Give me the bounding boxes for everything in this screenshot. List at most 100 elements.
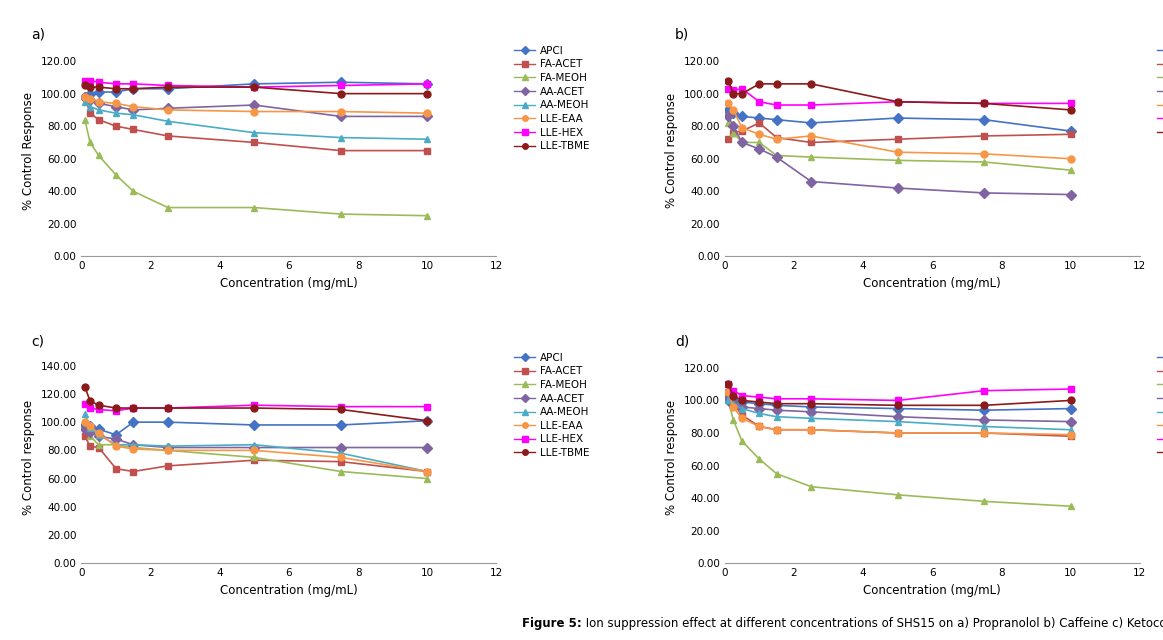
AA-ACET [727,122,741,130]
Line: AA-MEOH: AA-MEOH [725,397,1075,433]
APCI [334,421,348,429]
LLE-TBME [334,90,348,97]
AA-ACET [420,113,434,120]
AA-MEOH [92,106,106,114]
LLE-HEX [721,380,735,388]
FA-ACET [752,119,766,127]
AA-MEOH [78,410,92,417]
AA-ACET [752,145,766,153]
Legend: APCI, FA-ACET, FA-MEOH, AA-ACET, AA-MEOH, LLE-EAA, LLE-HEX, LLE-TBME: APCI, FA-ACET, FA-MEOH, AA-ACET, AA-MEOH… [514,46,590,151]
FA-MEOH [977,497,991,505]
APCI [770,401,784,409]
AA-ACET [334,444,348,451]
Line: LLE-HEX: LLE-HEX [81,401,430,414]
FA-ACET [770,426,784,433]
LLE-EAA [804,426,818,433]
FA-MEOH [804,153,818,161]
FA-MEOH [160,204,174,211]
LLE-EAA [160,447,174,454]
LLE-TBME [83,397,97,405]
FA-ACET [727,129,741,136]
APCI [977,116,991,124]
AA-ACET [891,184,905,192]
Line: AA-MEOH: AA-MEOH [81,410,430,475]
LLE-EAA [770,426,784,433]
APCI [752,114,766,122]
LLE-HEX [752,98,766,106]
LLE-TBME [727,90,741,97]
Line: LLE-EAA: LLE-EAA [81,93,430,116]
FA-ACET [735,412,749,419]
FA-ACET [334,147,348,154]
LLE-TBME [721,380,735,388]
LLE-EAA [92,98,106,106]
Line: LLE-HEX: LLE-HEX [725,381,1075,404]
AA-MEOH [1064,426,1078,433]
LLE-TBME [891,98,905,106]
LLE-HEX [1064,100,1078,108]
FA-MEOH [92,441,106,449]
LLE-EAA [420,468,434,476]
Line: FA-ACET: FA-ACET [81,433,430,475]
FA-MEOH [83,139,97,147]
FA-MEOH [92,152,106,159]
AA-ACET [83,96,97,104]
AA-MEOH [127,441,141,449]
LLE-EAA [891,148,905,156]
AA-MEOH [109,441,123,449]
Legend: APCI, FA-ACET, FA-MEOH, AA-ACET, AA-MEOH, LLE-EAA, LLE-HEX, LLE-TBME: APCI, FA-ACET, FA-MEOH, AA-ACET, AA-MEOH… [1157,353,1163,458]
FA-MEOH [109,171,123,179]
LLE-TBME [804,80,818,88]
AA-MEOH [752,410,766,417]
LLE-EAA [248,447,262,454]
Text: d): d) [675,335,690,349]
AA-ACET [721,397,735,404]
Line: AA-ACET: AA-ACET [725,113,1075,198]
FA-ACET [770,134,784,141]
FA-MEOH [109,441,123,449]
FA-MEOH [248,204,262,211]
AA-ACET [83,428,97,436]
AA-ACET [248,101,262,109]
APCI [160,419,174,426]
Text: Ion suppression effect at different concentrations of SHS15 on a) Propranolol b): Ion suppression effect at different conc… [582,618,1163,630]
FA-MEOH [160,447,174,454]
Text: a): a) [31,28,45,42]
LLE-HEX [127,80,141,88]
LLE-EAA [78,419,92,426]
LLE-TBME [1064,106,1078,114]
AA-ACET [770,153,784,161]
FA-MEOH [127,188,141,195]
AA-MEOH [78,98,92,106]
FA-ACET [109,122,123,130]
LLE-TBME [977,100,991,108]
AA-MEOH [160,118,174,125]
APCI [804,119,818,127]
LLE-HEX [92,78,106,86]
Line: APCI: APCI [81,417,430,438]
Line: LLE-HEX: LLE-HEX [725,85,1075,109]
LLE-TBME [752,80,766,88]
LLE-EAA [420,109,434,117]
LLE-EAA [770,136,784,143]
Line: FA-MEOH: FA-MEOH [725,120,1075,173]
AA-ACET [334,113,348,120]
FA-ACET [92,444,106,451]
FA-ACET [248,139,262,147]
Line: LLE-EAA: LLE-EAA [725,389,1075,438]
APCI [248,80,262,88]
FA-MEOH [1064,166,1078,174]
LLE-HEX [92,406,106,413]
LLE-TBME [334,406,348,413]
FA-MEOH [770,470,784,477]
FA-MEOH [78,422,92,430]
LLE-HEX [891,397,905,404]
AA-ACET [735,403,749,411]
FA-ACET [420,468,434,476]
APCI [735,398,749,406]
Line: FA-MEOH: FA-MEOH [725,397,1075,509]
LLE-HEX [735,392,749,399]
AA-ACET [127,441,141,449]
LLE-EAA [92,429,106,437]
LLE-EAA [721,388,735,396]
